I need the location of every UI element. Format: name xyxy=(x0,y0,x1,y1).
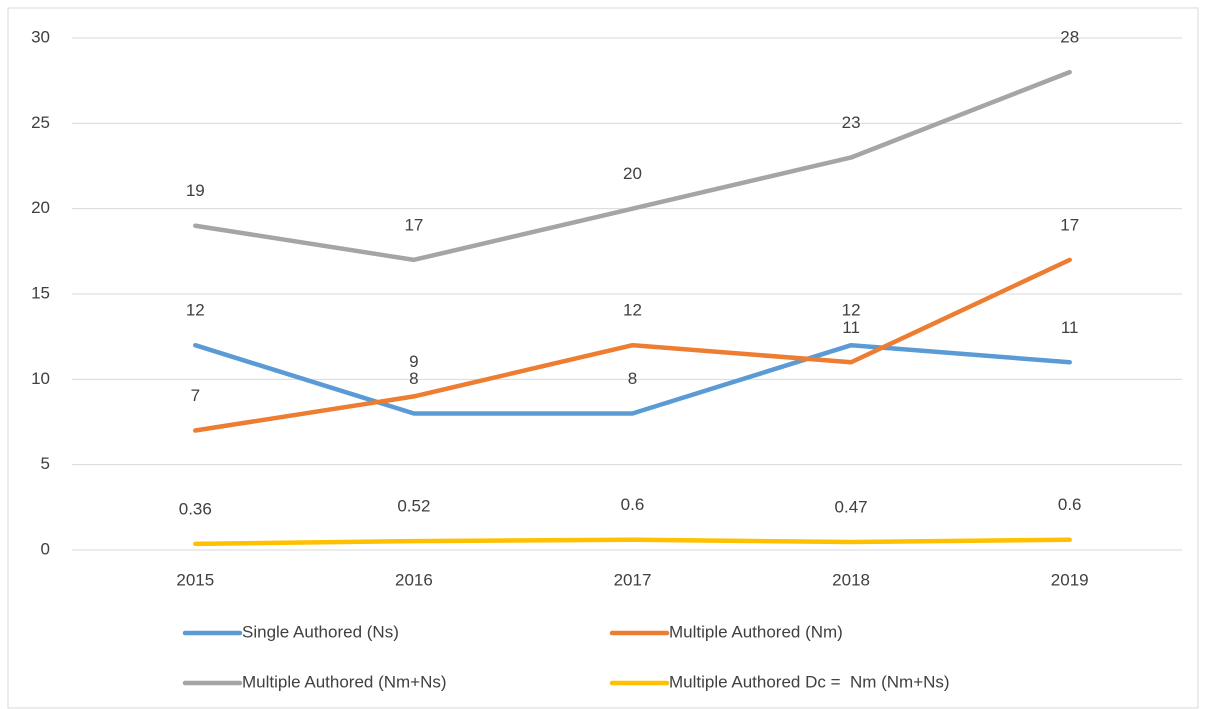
data-label: 11 xyxy=(842,318,860,337)
data-label: 17 xyxy=(404,215,423,234)
legend-label: Single Authored (Ns) xyxy=(242,622,399,641)
data-label: 8 xyxy=(628,369,637,388)
data-label: 8 xyxy=(409,369,418,388)
data-label: 0.52 xyxy=(397,497,430,516)
data-label: 11 xyxy=(1061,318,1079,337)
data-label: 20 xyxy=(623,164,642,183)
y-tick-label: 5 xyxy=(41,454,50,473)
y-tick-label: 30 xyxy=(31,27,50,46)
y-tick-label: 15 xyxy=(31,283,50,302)
x-tick-label: 2017 xyxy=(614,570,652,589)
legend-label: Multiple Authored (Nm) xyxy=(669,622,843,641)
data-label: 0.47 xyxy=(835,497,868,516)
data-label: 12 xyxy=(623,301,642,320)
y-tick-label: 0 xyxy=(41,539,50,558)
legend-label: Multiple Authored Dc = Nm (Nm+Ns) xyxy=(669,672,950,691)
series-line xyxy=(193,69,1072,263)
data-label: 17 xyxy=(1060,215,1079,234)
data-label: 19 xyxy=(186,181,205,200)
data-label: 9 xyxy=(409,352,418,371)
y-tick-label: 10 xyxy=(31,369,50,388)
series-line xyxy=(193,342,1072,416)
data-label: 7 xyxy=(191,386,200,405)
y-tick-label: 25 xyxy=(31,113,50,132)
series-line xyxy=(193,257,1072,433)
x-tick-label: 2019 xyxy=(1051,570,1089,589)
data-label: 28 xyxy=(1060,28,1079,47)
x-tick-label: 2018 xyxy=(832,570,870,589)
x-tick-label: 2015 xyxy=(176,570,214,589)
legend-label: Multiple Authored (Nm+Ns) xyxy=(242,672,447,691)
x-tick-label: 2016 xyxy=(395,570,433,589)
data-label: 0.6 xyxy=(1058,495,1082,514)
data-label: 0.36 xyxy=(179,499,212,518)
y-tick-label: 20 xyxy=(31,198,50,217)
data-label: 0.6 xyxy=(621,495,645,514)
data-label: 23 xyxy=(842,113,861,132)
data-label: 12 xyxy=(842,301,861,320)
data-label: 12 xyxy=(186,301,205,320)
series-line xyxy=(193,537,1072,547)
